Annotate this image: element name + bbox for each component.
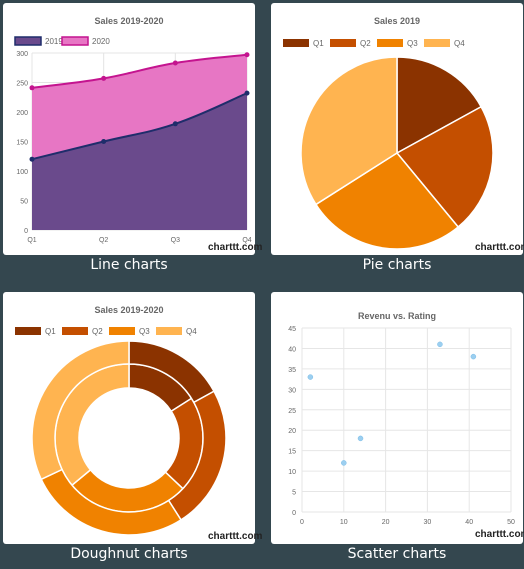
legend-label: Q2	[92, 327, 103, 336]
chart-title: Sales 2019-2020	[94, 305, 163, 315]
caption-line-charts[interactable]: Line charts	[90, 257, 168, 273]
data-point-2019	[172, 121, 178, 127]
chart-credit: charttt.com	[208, 531, 263, 542]
y-tick-label: 35	[288, 367, 296, 374]
chart-title: Sales 2019	[374, 16, 420, 26]
x-tick-label: Q3	[171, 237, 180, 244]
chart-title: Revenu vs. Rating	[358, 311, 436, 321]
data-point-2020	[101, 75, 107, 81]
x-tick-label: Q2	[99, 237, 108, 244]
legend-swatch	[283, 39, 309, 47]
y-tick-label: 200	[16, 110, 28, 117]
y-tick-label: 0	[24, 228, 28, 235]
data-point-2020	[244, 52, 250, 58]
doughnut-chart: Sales 2019-2020 Q1 Q2 Q3 Q4	[15, 305, 227, 536]
x-tick-label: 20	[382, 519, 390, 526]
scatter-point	[437, 341, 443, 348]
y-tick-label: 15	[288, 449, 296, 456]
legend-swatch	[15, 327, 41, 335]
scatter-point	[341, 460, 347, 466]
pie-slice-Q2	[395, 105, 494, 229]
x-tick-label: 50	[507, 519, 515, 526]
y-tick-label: 20	[288, 428, 296, 435]
pie-chart: Sales 2019 Q1 Q2 Q3 Q4	[283, 16, 494, 250]
legend-swatch	[330, 39, 356, 47]
data-point-2020	[29, 85, 35, 91]
y-tick-label: 150	[16, 140, 28, 147]
line-chart: Sales 2019-2020 2019 2020 0 50 100 150 200 250 30…	[14, 16, 252, 244]
legend-label: 2020	[92, 37, 110, 46]
y-tick-label: 5	[292, 490, 296, 497]
scatter-point	[357, 435, 364, 442]
data-point-2019	[29, 156, 35, 162]
doughnut-segment-Q3	[40, 468, 183, 536]
x-tick-label: 40	[465, 519, 473, 526]
doughnut-segment-Q4	[31, 340, 130, 481]
data-point-2020	[172, 60, 178, 66]
legend-label: Q2	[360, 39, 371, 48]
y-tick-label: 30	[288, 387, 296, 394]
legend-label: Q3	[139, 327, 150, 336]
chart-credit: charttt.com	[475, 529, 524, 540]
legend-swatch	[61, 36, 89, 46]
series-line-2020	[31, 53, 248, 89]
pie-slice-Q1	[396, 56, 483, 155]
y-tick-label: 250	[16, 81, 28, 88]
y-tick-label: 50	[20, 199, 28, 206]
doughnut-chart-card[interactable]: Sales 2019-2020 Q1 Q2 Q3 Q4 charttt.com	[3, 292, 262, 544]
legend-label: Q1	[45, 327, 56, 336]
legend-swatch	[377, 39, 403, 47]
caption-pie-charts[interactable]: Pie charts	[362, 257, 432, 273]
y-tick-label: 300	[16, 51, 28, 58]
scatter-point	[470, 353, 477, 360]
legend-swatch	[109, 327, 135, 335]
data-point-2019	[244, 90, 250, 96]
scatter-point	[307, 374, 314, 380]
legend-swatch	[424, 39, 450, 47]
legend-swatch	[156, 327, 182, 335]
legend-label: Q4	[186, 327, 197, 336]
chart-title: Sales 2019-2020	[94, 16, 163, 26]
legend-swatch	[14, 36, 42, 46]
x-tick-label: Q4	[242, 237, 251, 244]
area-2019	[32, 93, 247, 231]
y-tick-label: 0	[292, 510, 296, 517]
legend-label: Q1	[313, 39, 324, 48]
chart-credit: charttt.com	[475, 242, 524, 253]
y-tick-label: 40	[288, 346, 296, 353]
pie-slice-Q3	[314, 152, 460, 250]
scatter-chart-card[interactable]: Revenu vs. Rating 0 5 10 15 20 25 30 35 40 45 0 10 20…	[271, 292, 524, 544]
line-chart-card[interactable]: Sales 2019-2020 2019 2020 0 50 100 150 200 250 30…	[3, 3, 262, 255]
legend-swatch	[62, 327, 88, 335]
scatter-chart: Revenu vs. Rating 0 5 10 15 20 25 30 35 40 45 0 10 20…	[288, 311, 515, 526]
legend-label: Q4	[454, 39, 465, 48]
y-tick-label: 100	[16, 169, 28, 176]
data-point-2019	[101, 139, 107, 144]
pie-chart-card[interactable]: Sales 2019 Q1 Q2 Q3 Q4 charttt.com	[271, 3, 524, 255]
chart-credit: charttt.com	[208, 242, 263, 253]
x-tick-label: 0	[300, 519, 304, 526]
y-tick-label: 45	[288, 326, 296, 333]
x-tick-label: Q1	[27, 237, 36, 244]
series-line-2019	[31, 92, 248, 161]
pie-slice-Q4	[300, 56, 398, 206]
legend-label: 2019	[45, 37, 63, 46]
x-tick-label: 30	[424, 519, 432, 526]
y-tick-label: 10	[288, 469, 296, 476]
caption-doughnut-charts[interactable]: Doughnut charts	[70, 546, 188, 562]
caption-scatter-charts[interactable]: Scatter charts	[347, 546, 447, 562]
legend-label: Q3	[407, 39, 418, 48]
y-tick-label: 25	[288, 408, 296, 415]
x-tick-label: 10	[340, 519, 348, 526]
